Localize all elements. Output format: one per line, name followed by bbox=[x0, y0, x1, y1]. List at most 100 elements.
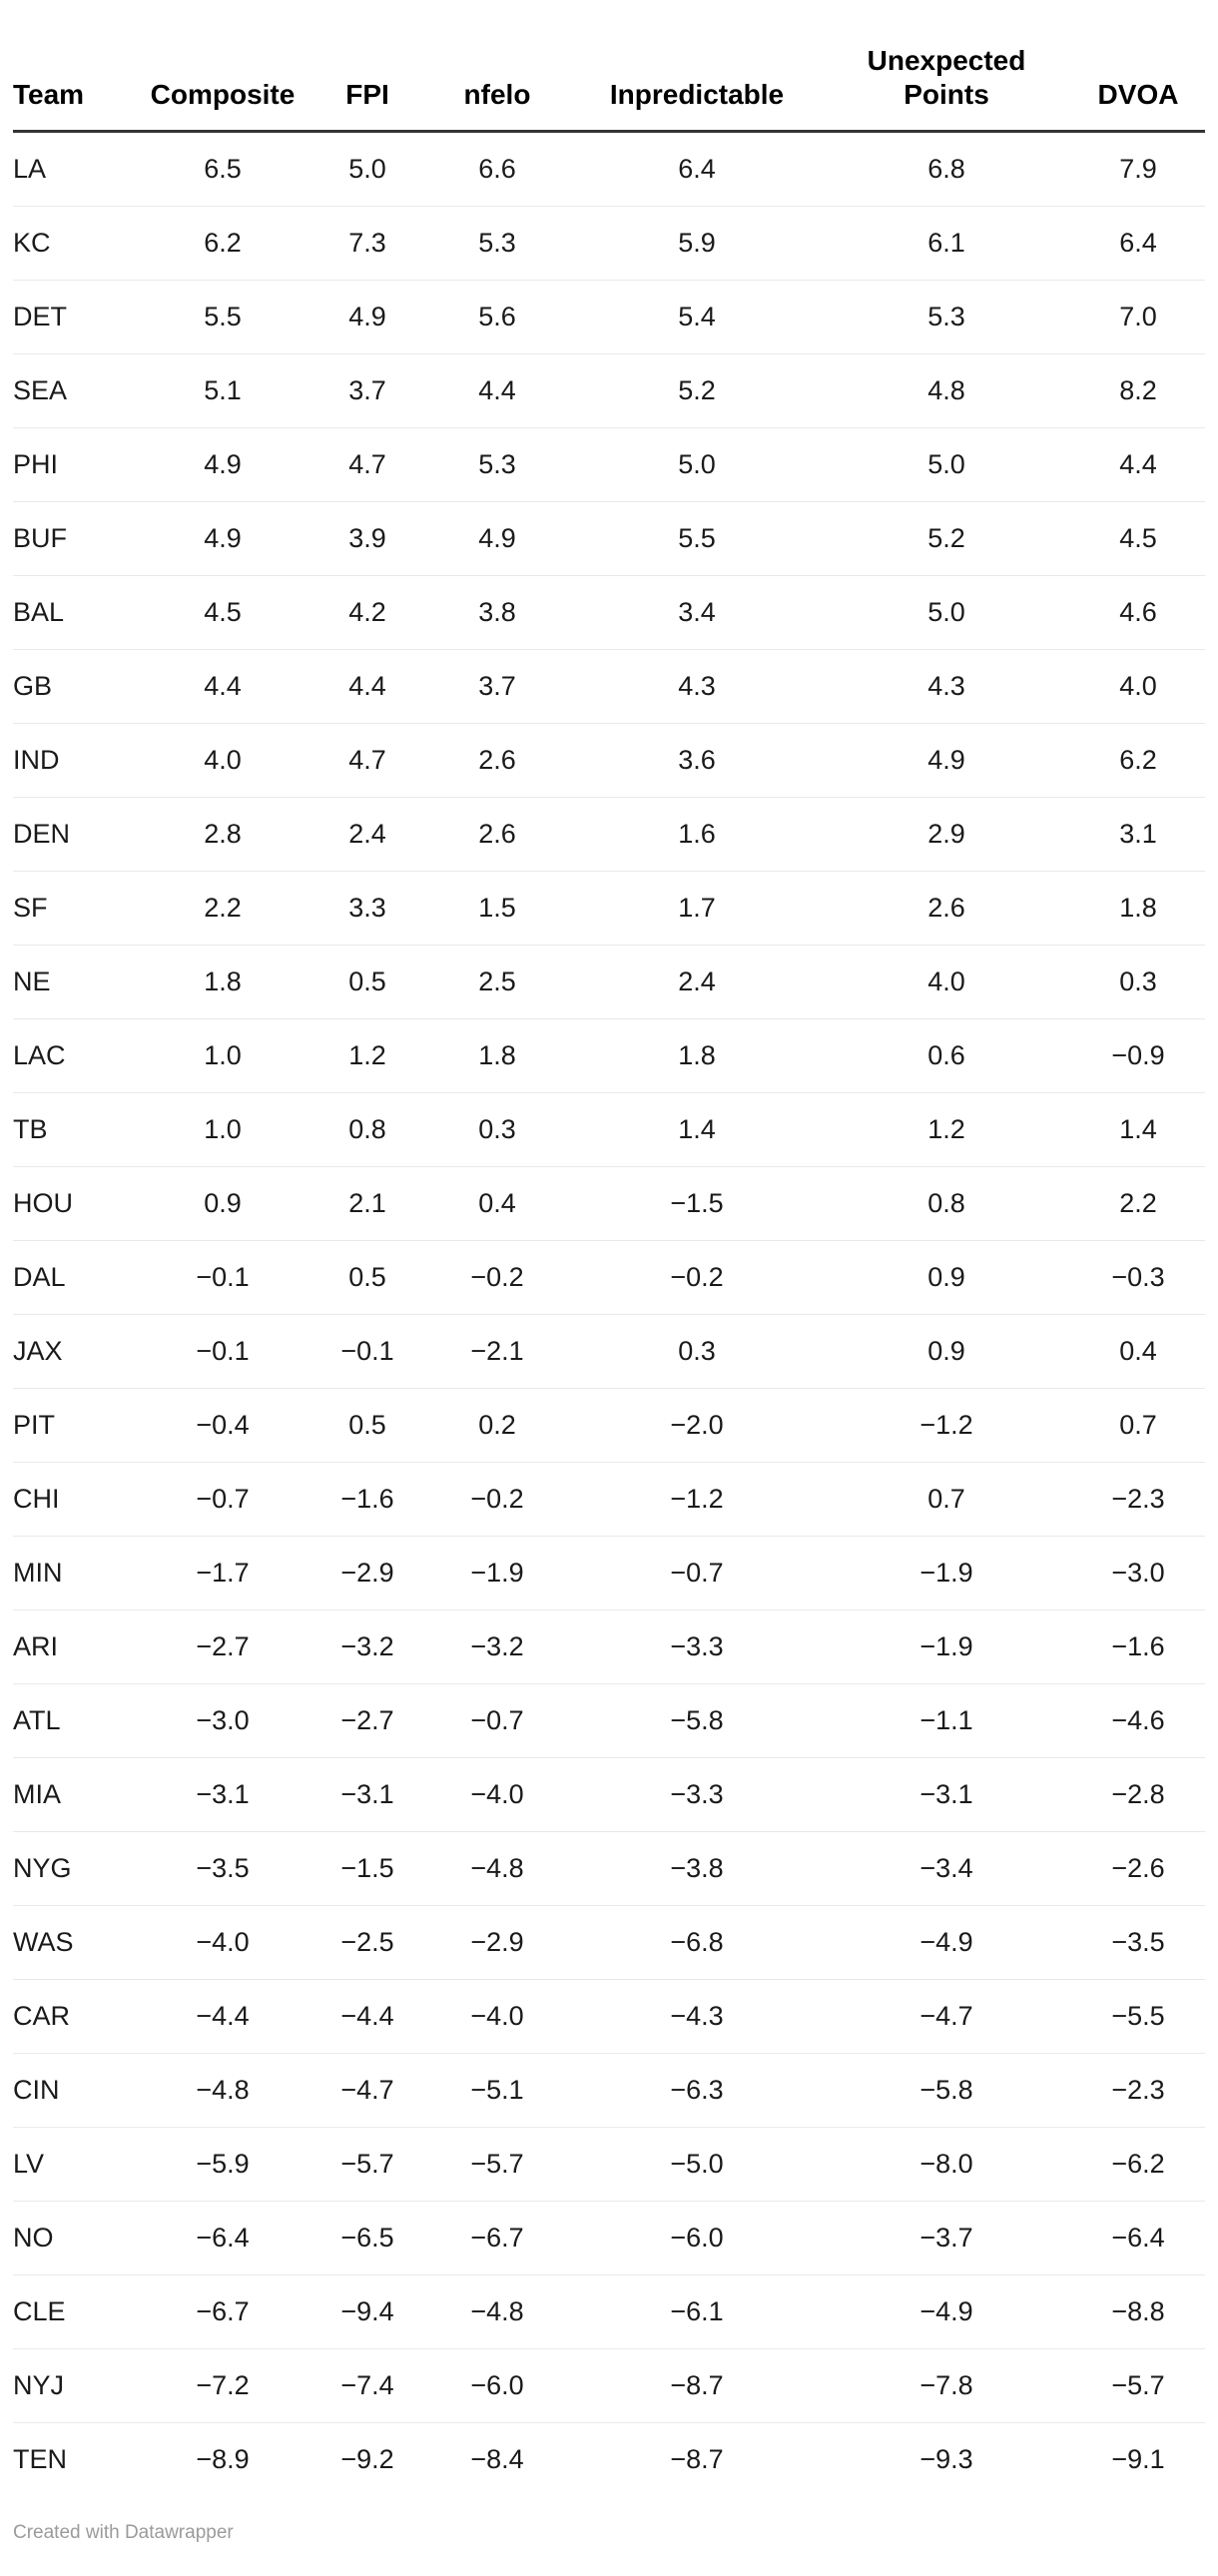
value-cell: −2.9 bbox=[312, 1536, 422, 1610]
value-cell: −7.4 bbox=[312, 2348, 422, 2423]
value-cell: −5.9 bbox=[133, 2127, 312, 2202]
value-cell: −2.7 bbox=[312, 1683, 422, 1758]
value-cell: −4.9 bbox=[822, 2274, 1071, 2349]
table-row: CLE −6.7 −9.4 −4.8 −6.1 −4.9 −8.8 bbox=[13, 2274, 1205, 2349]
value-cell: 1.8 bbox=[572, 1018, 822, 1093]
value-cell: −2.9 bbox=[422, 1905, 572, 1980]
value-cell: 1.2 bbox=[822, 1092, 1071, 1167]
value-cell: −6.0 bbox=[572, 2201, 822, 2275]
table-row: SF 2.2 3.3 1.5 1.7 2.6 1.8 bbox=[13, 871, 1205, 946]
value-cell: 4.7 bbox=[312, 723, 422, 798]
value-cell: −0.4 bbox=[133, 1388, 312, 1463]
team-cell: DEN bbox=[13, 797, 133, 872]
value-cell: 3.9 bbox=[312, 501, 422, 576]
value-cell: 4.4 bbox=[133, 649, 312, 724]
value-cell: −4.6 bbox=[1071, 1683, 1205, 1758]
column-header-inpredictable: Inpredictable bbox=[572, 0, 822, 133]
table-row: DET 5.5 4.9 5.6 5.4 5.3 7.0 bbox=[13, 280, 1205, 354]
table-row: BUF 4.9 3.9 4.9 5.5 5.2 4.5 bbox=[13, 501, 1205, 576]
value-cell: 1.6 bbox=[572, 797, 822, 872]
value-cell: −6.4 bbox=[133, 2201, 312, 2275]
value-cell: −1.7 bbox=[133, 1536, 312, 1610]
datawrapper-credit-link[interactable]: Created with Datawrapper bbox=[13, 2522, 234, 2543]
value-cell: 0.5 bbox=[312, 945, 422, 1019]
table-row: KC 6.2 7.3 5.3 5.9 6.1 6.4 bbox=[13, 206, 1205, 281]
value-cell: 0.7 bbox=[1071, 1388, 1205, 1463]
table-row: DAL −0.1 0.5 −0.2 −0.2 0.9 −0.3 bbox=[13, 1240, 1205, 1315]
table-row: CIN −4.8 −4.7 −5.1 −6.3 −5.8 −2.3 bbox=[13, 2053, 1205, 2128]
value-cell: 3.3 bbox=[312, 871, 422, 946]
table-row: LAC 1.0 1.2 1.8 1.8 0.6 −0.9 bbox=[13, 1018, 1205, 1093]
table-row: CAR −4.4 −4.4 −4.0 −4.3 −4.7 −5.5 bbox=[13, 1979, 1205, 2054]
value-cell: 0.3 bbox=[572, 1314, 822, 1389]
value-cell: −3.0 bbox=[133, 1683, 312, 1758]
value-cell: 2.4 bbox=[312, 797, 422, 872]
value-cell: −3.5 bbox=[1071, 1905, 1205, 1980]
value-cell: 4.0 bbox=[133, 723, 312, 798]
value-cell: 4.3 bbox=[572, 649, 822, 724]
value-cell: −8.7 bbox=[572, 2422, 822, 2496]
value-cell: −9.3 bbox=[822, 2422, 1071, 2496]
team-cell: DET bbox=[13, 280, 133, 354]
value-cell: −1.1 bbox=[822, 1683, 1071, 1758]
value-cell: −4.0 bbox=[133, 1905, 312, 1980]
table-row: IND 4.0 4.7 2.6 3.6 4.9 6.2 bbox=[13, 723, 1205, 798]
value-cell: −5.8 bbox=[822, 2053, 1071, 2128]
table-row: JAX −0.1 −0.1 −2.1 0.3 0.9 0.4 bbox=[13, 1314, 1205, 1389]
value-cell: 0.6 bbox=[822, 1018, 1071, 1093]
value-cell: −1.5 bbox=[312, 1831, 422, 1906]
column-header-dvoa: DVOA bbox=[1071, 0, 1205, 133]
value-cell: 4.6 bbox=[1071, 575, 1205, 650]
team-cell: WAS bbox=[13, 1905, 133, 1980]
value-cell: 4.5 bbox=[133, 575, 312, 650]
value-cell: −5.7 bbox=[312, 2127, 422, 2202]
table-body: LA 6.5 5.0 6.6 6.4 6.8 7.9 KC 6.2 7.3 5.3 5.9 6.1 6.4… bbox=[13, 132, 1205, 2496]
value-cell: 2.2 bbox=[133, 871, 312, 946]
value-cell: 4.4 bbox=[422, 353, 572, 428]
value-cell: 4.4 bbox=[312, 649, 422, 724]
value-cell: −0.7 bbox=[572, 1536, 822, 1610]
value-cell: 5.4 bbox=[572, 280, 822, 354]
value-cell: −8.8 bbox=[1071, 2274, 1205, 2349]
team-cell: BAL bbox=[13, 575, 133, 650]
value-cell: 2.6 bbox=[822, 871, 1071, 946]
team-cell: NYG bbox=[13, 1831, 133, 1906]
value-cell: 4.3 bbox=[822, 649, 1071, 724]
value-cell: −1.5 bbox=[572, 1166, 822, 1241]
value-cell: −5.1 bbox=[422, 2053, 572, 2128]
value-cell: 5.3 bbox=[422, 206, 572, 281]
value-cell: −5.7 bbox=[422, 2127, 572, 2202]
value-cell: 2.2 bbox=[1071, 1166, 1205, 1241]
value-cell: −0.3 bbox=[1071, 1240, 1205, 1315]
value-cell: 2.4 bbox=[572, 945, 822, 1019]
header-row: Team Composite FPI nfelo Inpredictable U… bbox=[13, 0, 1205, 133]
value-cell: −4.4 bbox=[312, 1979, 422, 2054]
team-cell: NYJ bbox=[13, 2348, 133, 2423]
team-cell: SF bbox=[13, 871, 133, 946]
table-row: PIT −0.4 0.5 0.2 −2.0 −1.2 0.7 bbox=[13, 1388, 1205, 1463]
value-cell: 2.9 bbox=[822, 797, 1071, 872]
value-cell: −1.6 bbox=[312, 1462, 422, 1537]
value-cell: 4.0 bbox=[822, 945, 1071, 1019]
value-cell: 0.2 bbox=[422, 1388, 572, 1463]
table-row: MIN −1.7 −2.9 −1.9 −0.7 −1.9 −3.0 bbox=[13, 1536, 1205, 1610]
value-cell: 2.5 bbox=[422, 945, 572, 1019]
table-row: MIA −3.1 −3.1 −4.0 −3.3 −3.1 −2.8 bbox=[13, 1757, 1205, 1832]
value-cell: 1.4 bbox=[1071, 1092, 1205, 1167]
value-cell: −6.1 bbox=[572, 2274, 822, 2349]
team-cell: TEN bbox=[13, 2422, 133, 2496]
table-row: NO −6.4 −6.5 −6.7 −6.0 −3.7 −6.4 bbox=[13, 2201, 1205, 2275]
team-cell: JAX bbox=[13, 1314, 133, 1389]
value-cell: −8.0 bbox=[822, 2127, 1071, 2202]
value-cell: 0.4 bbox=[1071, 1314, 1205, 1389]
team-cell: MIA bbox=[13, 1757, 133, 1832]
value-cell: −0.1 bbox=[312, 1314, 422, 1389]
value-cell: 3.1 bbox=[1071, 797, 1205, 872]
table-row: TEN −8.9 −9.2 −8.4 −8.7 −9.3 −9.1 bbox=[13, 2422, 1205, 2496]
value-cell: 6.6 bbox=[478, 154, 516, 184]
value-cell: 4.8 bbox=[822, 353, 1071, 428]
table-row: ATL −3.0 −2.7 −0.7 −5.8 −1.1 −4.6 bbox=[13, 1683, 1205, 1758]
ratings-table-container: Team Composite FPI nfelo Inpredictable U… bbox=[13, 0, 1205, 2496]
team-cell: LA bbox=[13, 154, 47, 184]
team-cell: CAR bbox=[13, 1979, 133, 2054]
